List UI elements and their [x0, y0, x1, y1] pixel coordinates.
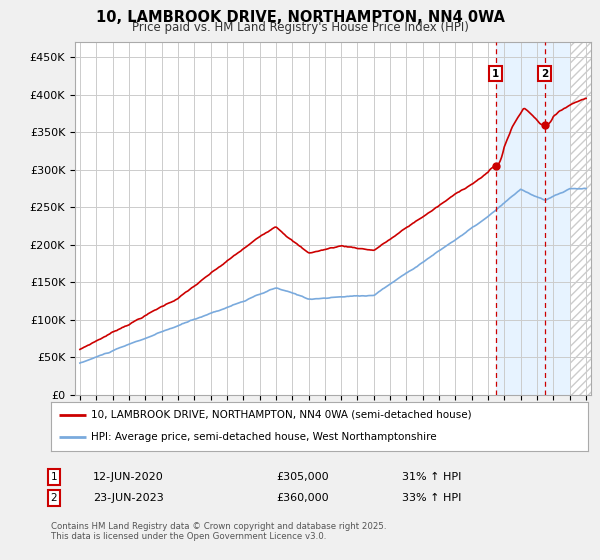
- Bar: [570, 42, 591, 395]
- Bar: [496, 42, 570, 395]
- Text: £360,000: £360,000: [276, 493, 329, 503]
- Text: Price paid vs. HM Land Registry's House Price Index (HPI): Price paid vs. HM Land Registry's House …: [131, 21, 469, 34]
- Text: 33% ↑ HPI: 33% ↑ HPI: [402, 493, 461, 503]
- Text: HPI: Average price, semi-detached house, West Northamptonshire: HPI: Average price, semi-detached house,…: [91, 432, 437, 442]
- Text: Contains HM Land Registry data © Crown copyright and database right 2025.
This d: Contains HM Land Registry data © Crown c…: [51, 522, 386, 542]
- Bar: [570, 42, 591, 395]
- Text: 1: 1: [492, 69, 499, 79]
- Text: 10, LAMBROOK DRIVE, NORTHAMPTON, NN4 0WA: 10, LAMBROOK DRIVE, NORTHAMPTON, NN4 0WA: [95, 10, 505, 25]
- Text: 2: 2: [541, 69, 548, 79]
- Text: 23-JUN-2023: 23-JUN-2023: [93, 493, 164, 503]
- Text: 10, LAMBROOK DRIVE, NORTHAMPTON, NN4 0WA (semi-detached house): 10, LAMBROOK DRIVE, NORTHAMPTON, NN4 0WA…: [91, 410, 472, 420]
- Text: 31% ↑ HPI: 31% ↑ HPI: [402, 472, 461, 482]
- Text: 12-JUN-2020: 12-JUN-2020: [93, 472, 164, 482]
- Text: £305,000: £305,000: [276, 472, 329, 482]
- Text: 2: 2: [50, 493, 58, 503]
- Text: 1: 1: [50, 472, 58, 482]
